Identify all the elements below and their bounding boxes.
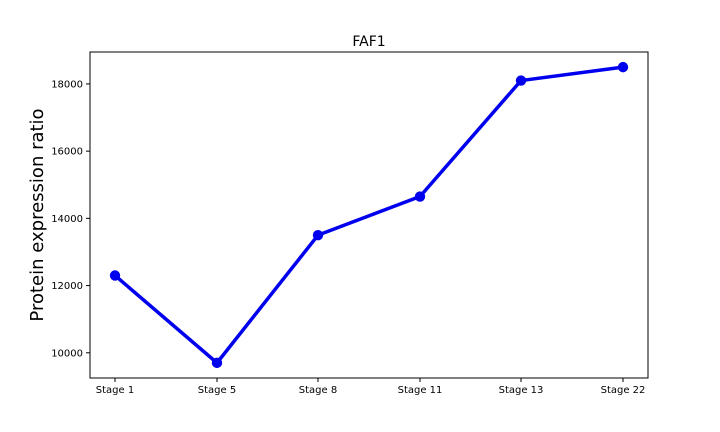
data-point-stage-1: [109, 270, 121, 281]
x-tick-label: Stage 22: [601, 385, 646, 396]
data-point-stage-8: [312, 229, 324, 241]
x-tick-label: Stage 13: [499, 385, 544, 396]
chart-title: FAF1: [352, 34, 385, 50]
y-tick-label: 12000: [51, 281, 83, 292]
data-point-stage-13: [515, 75, 527, 86]
x-axis-ticks: Stage 1 Stage 5 Stage 8 Stage 11 Stage 13 Sta…: [96, 378, 646, 396]
x-tick-label: Stage 5: [198, 385, 236, 396]
data-point-stage-11: [414, 191, 426, 202]
series-line: [113, 65, 625, 365]
y-tick-label: 16000: [51, 147, 83, 158]
y-tick-label: 18000: [51, 79, 83, 90]
data-point-stage-5: [211, 357, 223, 369]
x-tick-label: Stage 11: [398, 385, 443, 396]
y-axis-label: Protein expression ratio: [27, 108, 48, 321]
y-axis-ticks: 10000 12000 14000 16000 18000: [51, 79, 90, 359]
y-tick-label: 14000: [51, 214, 83, 225]
plot-area-frame: [89, 51, 649, 379]
series-layer: [109, 61, 629, 369]
x-tick-label: Stage 8: [299, 385, 337, 396]
y-tick-label: 10000: [51, 348, 83, 359]
x-tick-label: Stage 1: [96, 385, 134, 396]
data-point-stage-22: [617, 61, 629, 73]
